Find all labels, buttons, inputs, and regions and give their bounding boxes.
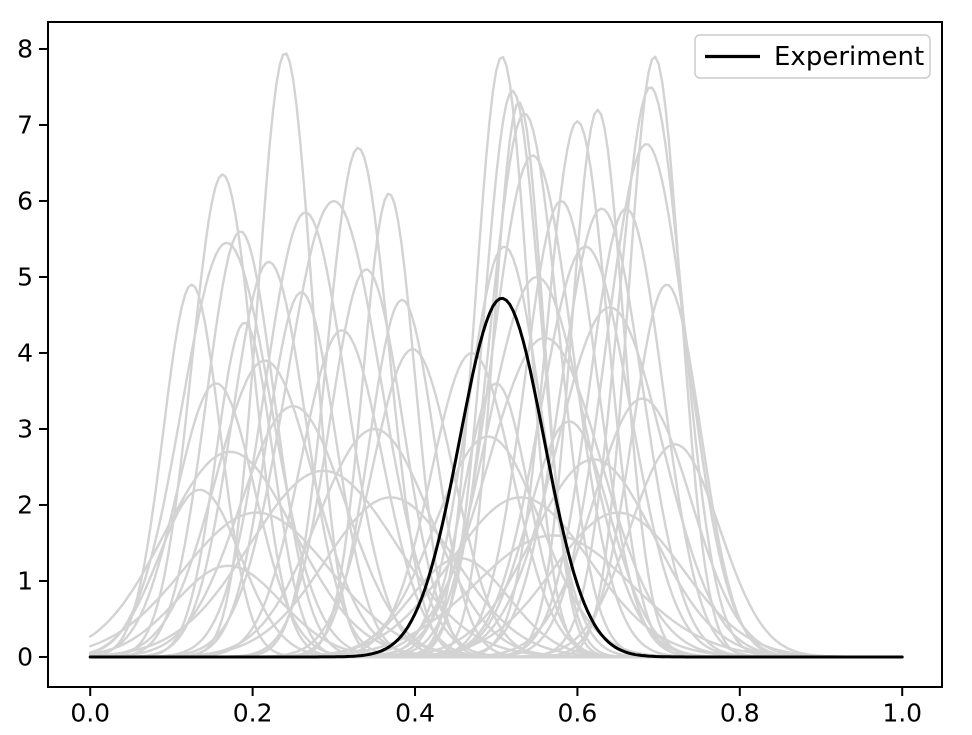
x-tick-label: 0.2 <box>233 699 273 728</box>
y-tick-label: 1 <box>17 566 33 595</box>
y-axis: 0 1 2 3 4 5 6 7 8 <box>17 34 48 671</box>
legend-box <box>694 34 931 79</box>
ensemble-curves <box>89 52 904 659</box>
y-tick-label: 2 <box>17 490 33 519</box>
legend: Experiment <box>694 34 931 79</box>
experiment-curve <box>88 296 904 659</box>
x-tick-label: 1.0 <box>882 699 922 728</box>
y-tick-label: 6 <box>17 186 33 215</box>
x-tick-label: 0.0 <box>70 699 110 728</box>
y-tick-label: 8 <box>17 34 33 63</box>
y-tick-label: 4 <box>17 338 33 367</box>
y-tick-label: 7 <box>17 110 33 139</box>
y-tick-label: 3 <box>17 414 33 443</box>
legend-label: Experiment <box>774 42 924 72</box>
x-tick-label: 0.4 <box>395 699 435 728</box>
experiment-line <box>88 296 904 659</box>
axes-frame <box>47 21 943 688</box>
x-tick-label: 0.6 <box>558 699 598 728</box>
axes-spines <box>47 21 943 688</box>
ensemble-curve <box>89 173 904 659</box>
x-tick-label: 0.8 <box>720 699 760 728</box>
y-tick-label: 5 <box>17 262 33 291</box>
x-axis: 0.0 0.2 0.4 0.6 0.8 1.0 <box>70 687 922 728</box>
y-tick-label: 0 <box>17 642 33 671</box>
